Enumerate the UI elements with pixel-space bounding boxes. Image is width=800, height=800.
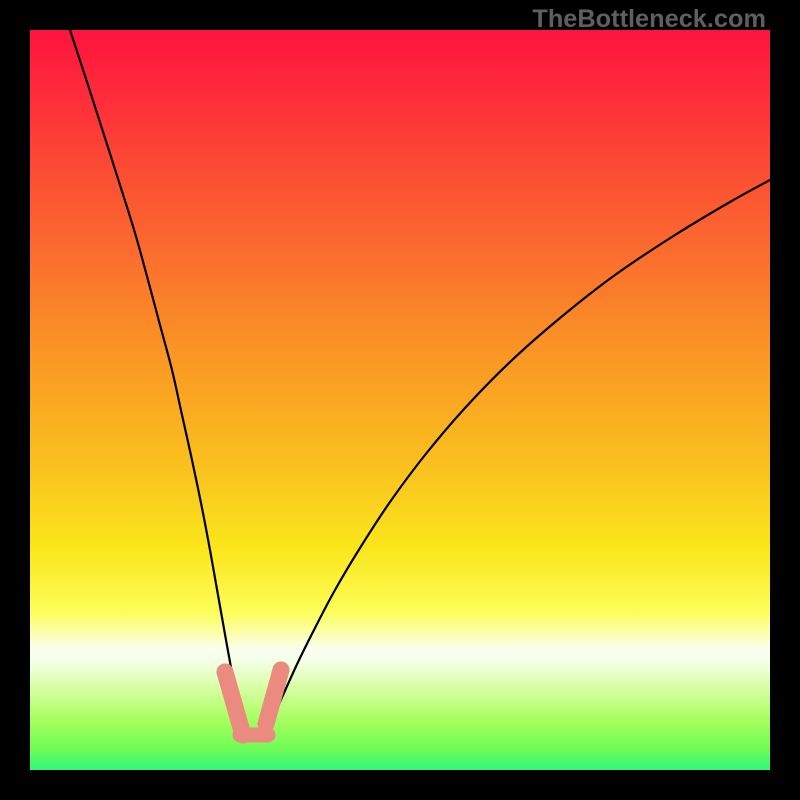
marker-right-cap <box>273 662 290 679</box>
plot-area <box>30 30 770 770</box>
bottleneck-markers <box>217 662 290 736</box>
curve-left-branch <box>70 30 252 741</box>
watermark-label: TheBottleneck.com <box>532 5 766 34</box>
curve-layer <box>30 30 770 770</box>
marker-left-bar <box>225 672 243 735</box>
curve-right-branch <box>252 180 770 741</box>
marker-left-cap <box>217 664 234 681</box>
